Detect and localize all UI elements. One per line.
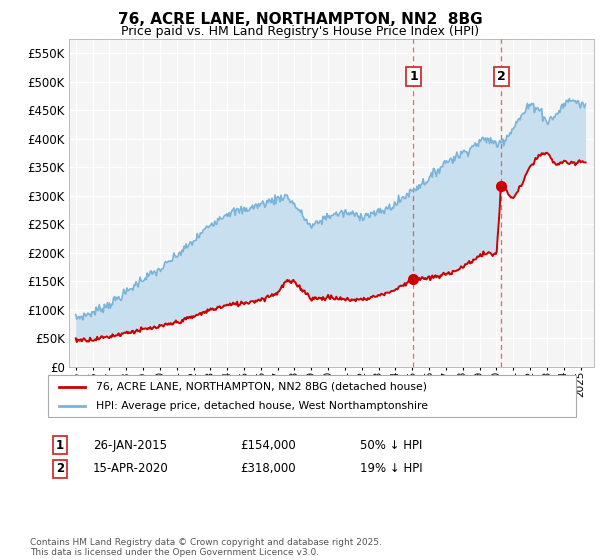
Text: £318,000: £318,000 [240,462,296,475]
FancyBboxPatch shape [48,375,576,417]
Text: 76, ACRE LANE, NORTHAMPTON, NN2  8BG: 76, ACRE LANE, NORTHAMPTON, NN2 8BG [118,12,482,27]
Text: 26-JAN-2015: 26-JAN-2015 [93,438,167,452]
Text: £154,000: £154,000 [240,438,296,452]
Text: HPI: Average price, detached house, West Northamptonshire: HPI: Average price, detached house, West… [95,401,428,411]
Text: 2: 2 [497,70,506,83]
Text: 50% ↓ HPI: 50% ↓ HPI [360,438,422,452]
Text: 2: 2 [56,462,64,475]
Text: 1: 1 [409,70,418,83]
Text: Price paid vs. HM Land Registry's House Price Index (HPI): Price paid vs. HM Land Registry's House … [121,25,479,38]
Text: 15-APR-2020: 15-APR-2020 [93,462,169,475]
Text: 19% ↓ HPI: 19% ↓ HPI [360,462,422,475]
Text: 1: 1 [56,438,64,452]
Text: Contains HM Land Registry data © Crown copyright and database right 2025.
This d: Contains HM Land Registry data © Crown c… [30,538,382,557]
Text: 76, ACRE LANE, NORTHAMPTON, NN2 8BG (detached house): 76, ACRE LANE, NORTHAMPTON, NN2 8BG (det… [95,381,427,391]
